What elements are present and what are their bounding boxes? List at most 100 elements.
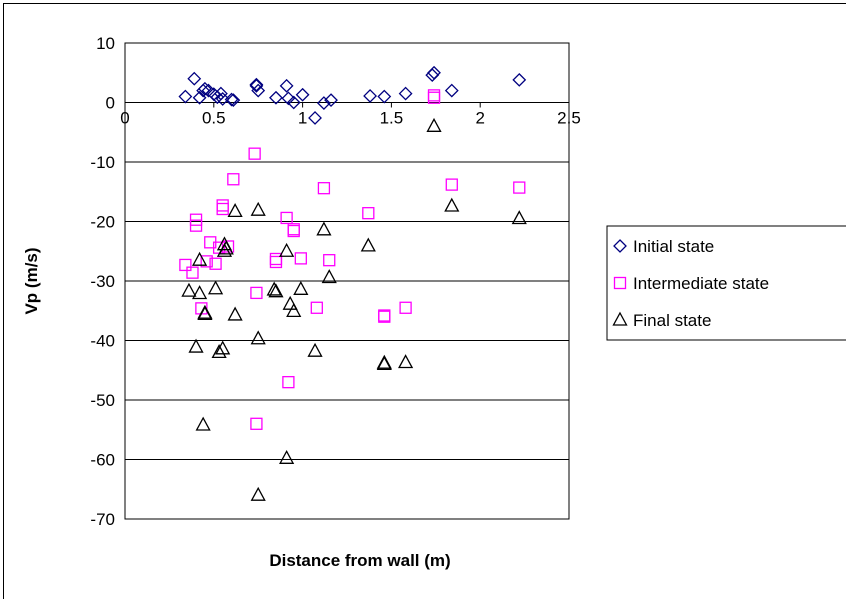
- data-point: [427, 65, 441, 80]
- data-point: [280, 211, 293, 225]
- data-point: [445, 178, 458, 191]
- data-point: [377, 89, 392, 104]
- series-initial-state: [178, 65, 527, 125]
- data-point: [324, 93, 338, 108]
- y-tick-label: -20: [90, 213, 115, 232]
- x-tick-label: 1.5: [380, 109, 404, 128]
- y-tick-label: -40: [90, 332, 115, 351]
- data-point: [316, 221, 332, 236]
- tick-labels: 10 0 -10 -20 -30 -40 -50 -60 -70 0 0.5 1 1.5 2 2.5: [90, 34, 580, 529]
- data-point: [207, 280, 224, 295]
- data-point: [249, 78, 264, 93]
- data-point: [286, 302, 302, 317]
- data-point: [398, 354, 414, 369]
- data-point: [188, 338, 204, 353]
- y-tick-label: -70: [90, 510, 115, 529]
- data-point: [279, 449, 295, 464]
- legend-marker: [613, 276, 627, 290]
- data-point: [178, 89, 193, 104]
- data-point: [376, 355, 392, 370]
- data-point: [250, 330, 266, 345]
- data-point: [279, 78, 294, 93]
- data-point: [211, 344, 227, 359]
- data-point: [317, 182, 331, 195]
- data-point: [307, 342, 323, 357]
- data-point: [279, 242, 295, 257]
- y-tick-label: -10: [90, 153, 115, 172]
- data-point: [250, 201, 266, 216]
- plot-area: 10 0 -10 -20 -30 -40 -50 -60 -70 0 0.5 1 1.5 2 2.5: [90, 34, 580, 529]
- data-point: [363, 89, 378, 103]
- data-point: [286, 95, 301, 110]
- x-tick-label: 0.5: [202, 109, 226, 128]
- data-point: [216, 242, 233, 257]
- data-point: [512, 72, 527, 87]
- data-point: [200, 255, 213, 268]
- data-point: [195, 416, 211, 431]
- data-point: [215, 92, 230, 106]
- y-tick-label: -30: [90, 272, 115, 291]
- x-tick-label: 1: [298, 109, 307, 128]
- legend: Initial state Intermediate state Final sta…: [606, 225, 846, 341]
- data-point: [287, 224, 300, 238]
- data-point: [308, 111, 322, 125]
- data-point: [310, 301, 323, 314]
- data-point: [378, 310, 391, 323]
- data-point: [192, 251, 208, 266]
- data-point: [192, 285, 208, 300]
- data-point: [227, 306, 243, 321]
- y-tick-label: -50: [90, 391, 115, 410]
- series-intermediate-state: [179, 89, 526, 430]
- data-point: [198, 81, 212, 96]
- y-tick-label: 0: [106, 94, 115, 113]
- data-point: [362, 207, 375, 220]
- data-point: [224, 92, 239, 107]
- x-tick-label: 2: [475, 109, 484, 128]
- data-point: [179, 258, 192, 272]
- data-markers: [178, 65, 527, 501]
- y-axis-title: Vp (m/s): [22, 247, 41, 314]
- data-point: [269, 252, 283, 266]
- data-point: [227, 173, 240, 186]
- legend-label: Intermediate state: [633, 274, 769, 293]
- data-point: [511, 210, 527, 225]
- legend-box: [606, 225, 846, 341]
- data-point: [197, 305, 213, 320]
- data-point: [269, 90, 283, 105]
- data-point: [181, 282, 197, 297]
- data-point: [248, 147, 261, 160]
- data-point: [321, 269, 337, 284]
- data-point: [281, 91, 296, 106]
- data-point: [250, 286, 263, 300]
- data-point: [323, 254, 336, 267]
- data-point: [250, 486, 266, 501]
- data-point: [426, 117, 442, 132]
- data-point: [227, 203, 243, 218]
- data-point: [186, 266, 199, 279]
- data-point: [444, 83, 459, 98]
- legend-marker: [613, 239, 627, 253]
- data-point: [251, 83, 266, 98]
- data-point: [213, 86, 228, 101]
- data-point: [295, 87, 310, 102]
- plot-border: [124, 42, 570, 520]
- legend-label: Final state: [633, 311, 711, 330]
- data-point: [293, 280, 309, 295]
- data-point: [187, 71, 202, 86]
- y-tick-label: 10: [96, 34, 115, 53]
- data-point: [427, 91, 441, 104]
- data-point: [360, 237, 376, 252]
- data-point: [268, 283, 284, 298]
- data-point: [209, 257, 222, 270]
- data-point: [282, 375, 295, 389]
- data-point: [249, 77, 264, 92]
- data-point: [398, 86, 413, 101]
- data-point: [189, 219, 203, 232]
- data-point: [216, 202, 229, 216]
- data-point: [444, 197, 460, 212]
- data-point: [266, 281, 282, 296]
- data-point: [513, 181, 526, 194]
- data-point: [282, 295, 298, 310]
- x-tick-label: 2.5: [557, 109, 581, 128]
